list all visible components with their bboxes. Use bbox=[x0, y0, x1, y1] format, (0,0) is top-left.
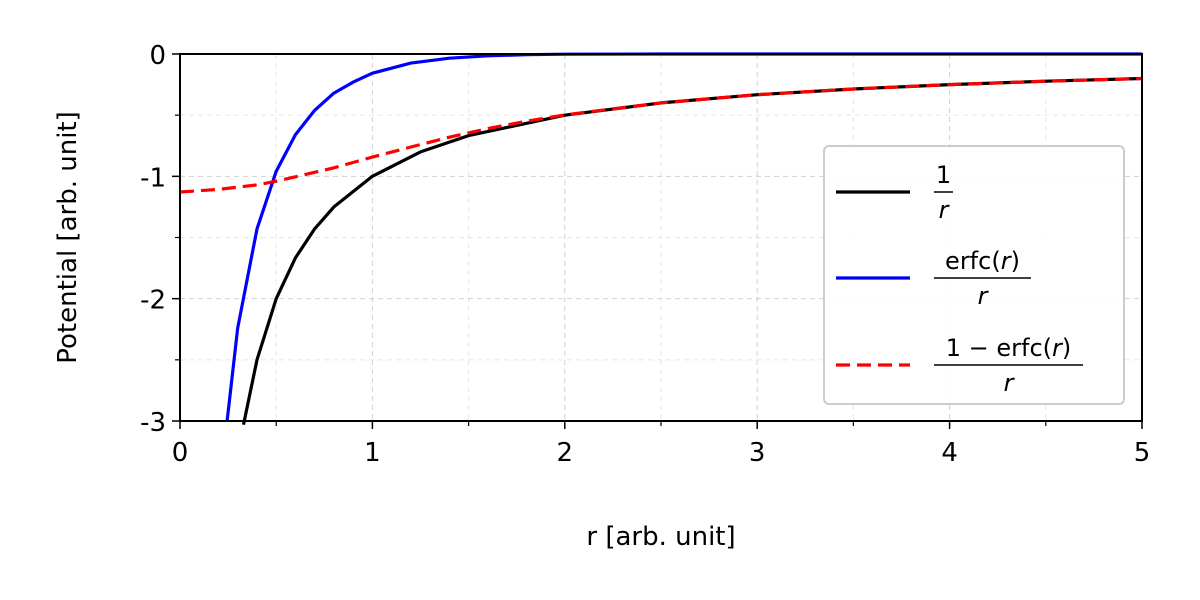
y-tick-label: -3 bbox=[140, 408, 166, 438]
series-line-2 bbox=[179, 76, 1143, 194]
x-tick-label: 4 bbox=[941, 438, 958, 468]
x-axis-label: r [arb. unit] bbox=[586, 522, 735, 552]
y-axis-label: Potential [arb. unit] bbox=[53, 111, 83, 363]
y-tick-label: -1 bbox=[140, 163, 166, 193]
y-tick-label: -2 bbox=[140, 286, 166, 316]
legend-denominator: r bbox=[978, 282, 990, 310]
legend-numerator: erfc(r) bbox=[945, 247, 1020, 275]
x-tick-label: 0 bbox=[172, 438, 189, 468]
x-tick-label: 2 bbox=[557, 438, 574, 468]
legend-denominator: r bbox=[1004, 369, 1016, 397]
legend-entry-0: 1r bbox=[836, 161, 953, 224]
x-tick-label: 1 bbox=[364, 438, 381, 468]
series-line-0 bbox=[241, 76, 1143, 426]
ticks: 0 1 2 3 4 5 0 -1 -2 -3 bbox=[140, 41, 1150, 468]
legend-entry-2: 1 − erfc(r) r bbox=[836, 334, 1083, 397]
legend-box bbox=[823, 145, 1125, 405]
legend-entry-1: erfc(r) r bbox=[836, 247, 1031, 310]
x-tick-label: 3 bbox=[749, 438, 766, 468]
legend-numerator: 1 bbox=[936, 161, 951, 189]
legend-denominator: r bbox=[939, 196, 951, 224]
legend-numerator: 1 − erfc(r) bbox=[946, 334, 1072, 362]
x-tick-label: 5 bbox=[1134, 438, 1151, 468]
y-tick-label: 0 bbox=[149, 41, 166, 71]
